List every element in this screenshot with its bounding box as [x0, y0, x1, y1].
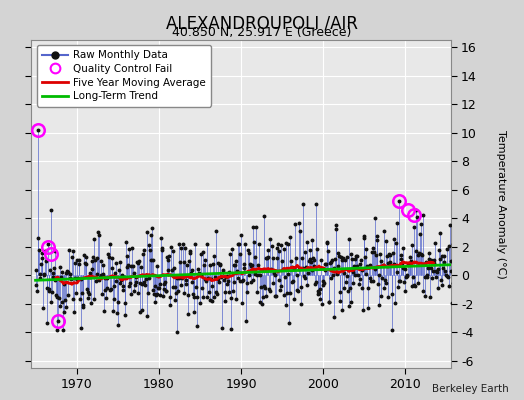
Text: Berkeley Earth: Berkeley Earth — [432, 384, 508, 394]
Y-axis label: Temperature Anomaly (°C): Temperature Anomaly (°C) — [496, 130, 506, 278]
Text: ALEXANDROUPOLI /AIR: ALEXANDROUPOLI /AIR — [166, 14, 358, 32]
Text: 40.850 N, 25.917 E (Greece): 40.850 N, 25.917 E (Greece) — [172, 26, 352, 39]
Legend: Raw Monthly Data, Quality Control Fail, Five Year Moving Average, Long-Term Tren: Raw Monthly Data, Quality Control Fail, … — [37, 45, 211, 106]
